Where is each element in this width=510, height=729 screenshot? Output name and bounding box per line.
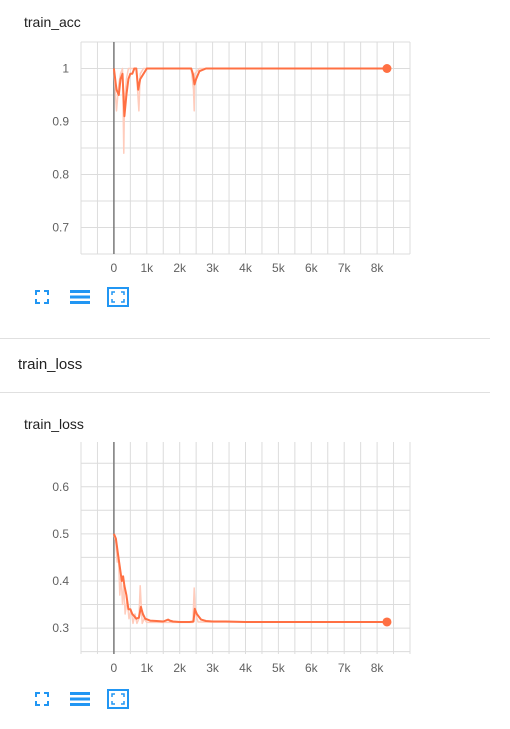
chart-toolbar bbox=[30, 688, 130, 710]
train-loss-chart: 0 1k 2k 3k 4k 5k 6k 7k 8k 0.3 0.4 0.5 0.6 bbox=[52, 442, 411, 675]
y-tick-label: 0.5 bbox=[52, 527, 69, 541]
x-tick-label: 7k bbox=[338, 261, 352, 275]
x-tick-label: 3k bbox=[206, 661, 220, 675]
y-tick-label: 1 bbox=[62, 62, 69, 76]
train-acc-chart: 0 1k 2k 3k 4k 5k 6k 7k 8k 0.7 0.8 0.9 1 bbox=[52, 41, 411, 275]
y-tick-label: 0.9 bbox=[52, 115, 69, 129]
chart-title: train_loss bbox=[24, 416, 84, 432]
chart-title: train_acc bbox=[24, 14, 81, 30]
x-tick-label: 5k bbox=[272, 661, 286, 675]
smoothed-series-line bbox=[112, 533, 387, 623]
section-title: train_loss bbox=[18, 356, 83, 373]
fit-domain-icon bbox=[107, 689, 129, 709]
x-tick-label: 2k bbox=[173, 661, 187, 675]
divider bbox=[0, 338, 490, 339]
data-table-icon bbox=[70, 692, 90, 706]
last-point-marker bbox=[382, 617, 392, 627]
y-tick-label: 0.6 bbox=[52, 480, 69, 494]
x-tick-label: 7k bbox=[338, 661, 352, 675]
x-tick-label: 5k bbox=[272, 261, 286, 275]
fullscreen-button[interactable] bbox=[30, 688, 54, 710]
x-tick-label: 1k bbox=[140, 661, 154, 675]
fullscreen-icon bbox=[35, 692, 49, 706]
y-tick-label: 0.4 bbox=[52, 574, 69, 588]
x-tick-label: 0 bbox=[111, 261, 118, 275]
x-tick-label: 8k bbox=[371, 661, 385, 675]
divider bbox=[0, 392, 490, 393]
raw-series-line bbox=[113, 533, 387, 625]
x-tick-label: 4k bbox=[239, 261, 253, 275]
raw-series-line bbox=[113, 67, 387, 155]
last-point-marker bbox=[382, 64, 392, 73]
x-tick-label: 3k bbox=[206, 261, 220, 275]
x-tick-label: 8k bbox=[371, 261, 385, 275]
chart-toolbar bbox=[30, 286, 130, 308]
data-table-button[interactable] bbox=[68, 286, 92, 308]
y-tick-label: 0.8 bbox=[52, 168, 69, 182]
data-table-icon bbox=[70, 290, 90, 304]
x-tick-label: 2k bbox=[173, 261, 187, 275]
x-tick-label: 0 bbox=[111, 661, 118, 675]
y-tick-label: 0.3 bbox=[52, 621, 69, 635]
x-tick-label: 6k bbox=[305, 261, 319, 275]
fullscreen-button[interactable] bbox=[30, 286, 54, 308]
x-tick-label: 4k bbox=[239, 661, 253, 675]
fit-domain-icon bbox=[107, 287, 129, 307]
fullscreen-icon bbox=[35, 290, 49, 304]
y-tick-label: 0.7 bbox=[52, 221, 69, 235]
fit-domain-button[interactable] bbox=[106, 286, 130, 308]
x-tick-label: 6k bbox=[305, 661, 319, 675]
x-tick-label: 1k bbox=[140, 261, 154, 275]
data-table-button[interactable] bbox=[68, 688, 92, 710]
fit-domain-button[interactable] bbox=[106, 688, 130, 710]
smoothed-series-line bbox=[112, 67, 387, 118]
